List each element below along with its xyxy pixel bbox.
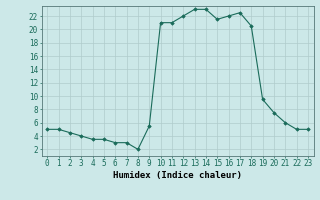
X-axis label: Humidex (Indice chaleur): Humidex (Indice chaleur) bbox=[113, 171, 242, 180]
